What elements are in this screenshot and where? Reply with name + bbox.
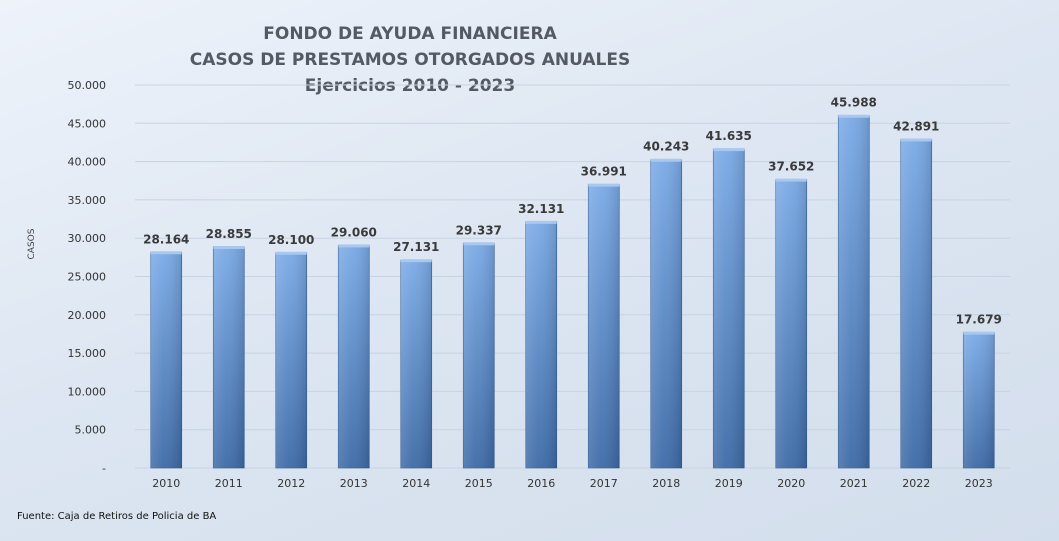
bar [275,251,308,469]
bar-top [150,251,182,255]
bar [900,138,933,469]
data-label: 45.988 [831,96,877,110]
bar-top [275,251,307,255]
x-tick-label: 2018 [652,477,680,490]
data-label: 17.679 [956,313,1002,327]
y-tick-label: 30.000 [68,232,107,245]
bar [150,251,183,469]
data-label: 36.991 [581,165,627,179]
data-label: 29.337 [456,223,502,237]
bar-top [650,158,682,162]
chart-title-line-1: FONDO DE AYUDA FINANCIERA [263,24,557,44]
y-axis-label: CASOS [27,228,37,259]
x-tick-label: 2016 [527,477,555,490]
x-tick-label: 2015 [465,477,493,490]
y-tick-label: 40.000 [68,156,107,169]
x-tick-label: 2011 [215,477,243,490]
data-label: 41.635 [706,129,752,143]
y-tick-label: - [102,462,106,475]
y-tick-label: 5.000 [75,424,107,437]
bar-top [463,242,495,246]
y-tick-label: 15.000 [68,347,107,360]
bar-top [213,245,245,249]
y-tick-label: 10.000 [68,385,107,398]
x-tick-label: 2022 [902,477,930,490]
bar [650,158,683,469]
bar [212,245,245,469]
y-tick-label: 35.000 [68,194,107,207]
bar-shading [463,243,495,468]
data-label: 37.652 [768,160,814,174]
gridlines [135,84,1010,469]
bar [837,114,870,469]
x-tick-label: 2020 [777,477,805,490]
y-tick-label: 25.000 [68,271,107,284]
x-tick-label: 2012 [277,477,305,490]
bar-shading [400,260,432,468]
bar-top [525,220,557,224]
data-label: 40.243 [643,140,689,154]
bar [400,259,433,469]
x-tick-label: 2010 [152,477,180,490]
data-labels: 28.164 28.855 28.100 29.060 27.131 29.337 32.1… [143,96,1002,327]
y-tick-label: 45.000 [68,117,107,130]
bar-shading [900,139,932,468]
data-label: 27.131 [393,240,439,254]
source-note: Fuente: Caja de Retiros de Policia de BA [17,511,217,522]
bar [712,148,745,469]
bar-shading [150,252,182,468]
bar [462,242,495,469]
x-tick-label: 2019 [715,477,743,490]
bar-shading [775,179,807,468]
x-tick-label: 2017 [590,477,618,490]
bar-top [400,259,432,263]
bar-shading [588,184,620,469]
bar-top [713,148,745,152]
bar-top [775,178,807,182]
bar-shading [213,246,245,468]
bar-top [963,331,995,335]
bar-shading [338,245,370,468]
bar-top [338,244,370,248]
y-tick-label: 50.000 [68,79,107,92]
bar [775,178,808,469]
bar-top [900,138,932,142]
x-axis-ticks: 2010 2011 2012 2013 2014 2015 2016 2017 2018 2019… [152,477,993,490]
bar-shading [713,149,745,468]
data-label: 28.100 [268,233,314,247]
bar-shading [525,221,557,468]
x-tick-label: 2013 [340,477,368,490]
bar-shading [275,252,307,468]
x-tick-label: 2014 [402,477,430,490]
chart-title-line-3: Ejercicios 2010 - 2023 [304,76,516,96]
bar-shading [838,115,870,468]
chart-title-line-2: CASOS DE PRESTAMOS OTORGADOS ANUALES [189,50,631,70]
y-axis-ticks: - 5.000 10.000 15.000 20.000 25.000 30.000 35.0… [68,79,107,475]
data-label: 42.891 [893,119,939,133]
data-label: 28.855 [206,227,252,241]
bar [337,244,370,469]
bar [962,331,995,469]
data-label: 32.131 [518,202,564,216]
bar-shading [963,332,995,468]
bar [525,220,558,469]
bar-top [838,114,870,118]
data-label: 29.060 [331,225,377,239]
bar [587,183,620,469]
x-tick-label: 2021 [840,477,868,490]
y-tick-label: 20.000 [68,309,107,322]
bars [150,114,995,469]
bar-top [588,183,620,187]
data-label: 28.164 [143,232,189,246]
bar-shading [650,159,682,468]
x-tick-label: 2023 [965,477,993,490]
